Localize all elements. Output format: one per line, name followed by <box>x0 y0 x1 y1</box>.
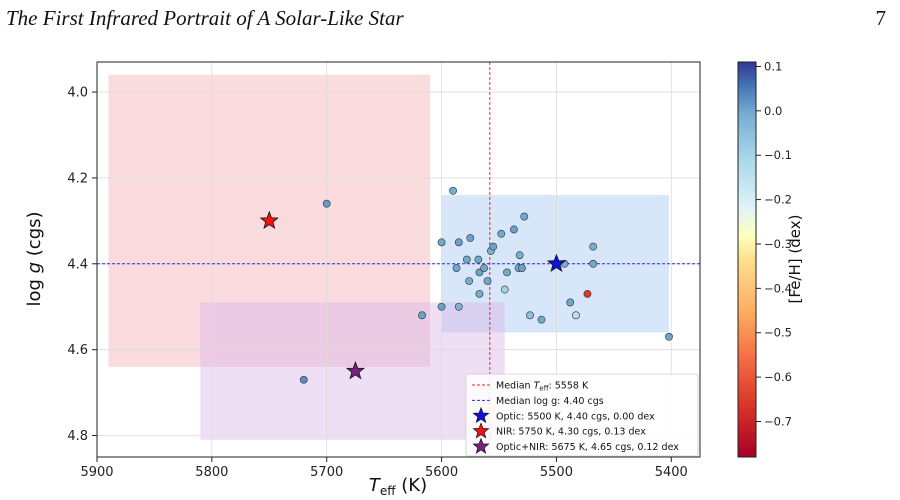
data-point <box>526 311 534 320</box>
points-layer <box>299 186 673 384</box>
x-tick-label: 5800 <box>195 465 228 480</box>
star-marker-2 <box>345 360 366 380</box>
legend: Median Teff: 5558 K Median log g: 4.40 cg… <box>465 373 699 457</box>
data-point <box>437 302 446 311</box>
data-point <box>537 315 546 324</box>
data-point <box>322 199 331 208</box>
stars-layer <box>259 210 567 380</box>
x-axis-label: Teff (K) <box>369 475 427 498</box>
legend-label: NIR: 5750 K, 4.30 cgs, 0.13 dex <box>496 427 646 438</box>
data-point <box>489 242 498 251</box>
data-point <box>515 251 524 260</box>
y-axis: 4.0 4.2 4.4 4.6 4.8 <box>67 86 97 444</box>
data-point <box>520 212 529 221</box>
page-number: 7 <box>875 6 887 30</box>
data-point <box>583 289 592 298</box>
data-point <box>474 255 483 264</box>
colorbar-gradient <box>737 61 757 458</box>
page-header: The First Infrared Portrait of A Solar-L… <box>0 0 900 40</box>
x-tick-label: 5400 <box>655 465 688 480</box>
colorbar-tick-label: −0.6 <box>764 370 792 384</box>
legend-star-swatch <box>472 422 490 439</box>
data-point <box>299 375 308 384</box>
legend-label: Optic+NIR: 5675 K, 4.65 cgs, 0.12 dex <box>496 442 679 453</box>
x-tick-label: 5700 <box>310 465 343 480</box>
reference-lines-layer <box>97 62 700 457</box>
y-tick-label: 4.2 <box>67 171 88 186</box>
data-point <box>665 332 673 341</box>
x-tick-label: 5600 <box>425 465 458 480</box>
legend-label: Median Teff: 5558 K <box>496 381 589 393</box>
colorbar-tick-label: −0.5 <box>764 326 792 340</box>
data-point <box>452 264 461 272</box>
y-tick-label: 4.8 <box>67 429 88 444</box>
data-point <box>480 264 488 272</box>
legend-box <box>465 373 699 457</box>
star-marker-0 <box>546 253 567 273</box>
running-title: The First Infrared Portrait of A Solar-L… <box>6 6 404 30</box>
x-tick-label: 5900 <box>80 465 113 480</box>
data-point <box>510 225 518 234</box>
legend-label: Optic: 5500 K, 4.40 cgs, 0.00 dex <box>496 411 655 422</box>
star-marker-1 <box>259 210 279 230</box>
data-point <box>503 268 511 277</box>
data-point <box>483 277 492 285</box>
x-axis: 5900 5800 5700 5600 5500 5400 <box>80 457 688 480</box>
regions-layer <box>108 74 669 440</box>
colorbar-tick-label: −0.3 <box>764 237 792 251</box>
data-point <box>418 311 426 320</box>
data-point <box>465 277 474 285</box>
data-point <box>454 302 463 311</box>
data-point <box>466 234 475 242</box>
colorbar-tick-label: 0.1 <box>764 59 782 73</box>
data-point <box>475 289 484 298</box>
colorbar-tick-label: −0.2 <box>764 193 792 207</box>
colorbar-tick-label: −0.1 <box>764 148 792 162</box>
data-point <box>497 229 506 238</box>
legend-star-swatch <box>472 406 490 424</box>
data-point <box>572 311 580 320</box>
data-point <box>449 186 457 195</box>
data-point <box>518 264 526 272</box>
y-tick-label: 4.4 <box>67 257 88 272</box>
data-point <box>437 238 446 247</box>
legend-label: Median log g: 4.40 cgs <box>496 396 604 407</box>
data-point <box>589 259 598 268</box>
x-tick-label: 5500 <box>540 465 573 480</box>
data-point <box>500 285 509 294</box>
y-tick-label: 4.0 <box>67 86 88 101</box>
colorbar-tick-label: −0.7 <box>764 414 792 428</box>
legend-star-swatch <box>472 437 490 454</box>
colorbar-label: [Fe/H] (dex) <box>786 215 804 304</box>
data-point <box>454 238 463 247</box>
plot-frame <box>96 61 701 458</box>
y-axis-label: log g (cgs) <box>24 211 45 306</box>
y-tick-label: 4.6 <box>67 343 88 358</box>
data-point <box>462 255 471 264</box>
colorbar-tick-label: 0.0 <box>764 104 782 118</box>
colorbar-tick-label: −0.4 <box>764 281 792 295</box>
data-point <box>566 298 575 307</box>
data-point <box>589 242 598 251</box>
colorbar: 0.1 0.0 −0.1 −0.2 −0.3 −0.4 −0.5 −0.6 −0.7 <box>737 59 792 458</box>
